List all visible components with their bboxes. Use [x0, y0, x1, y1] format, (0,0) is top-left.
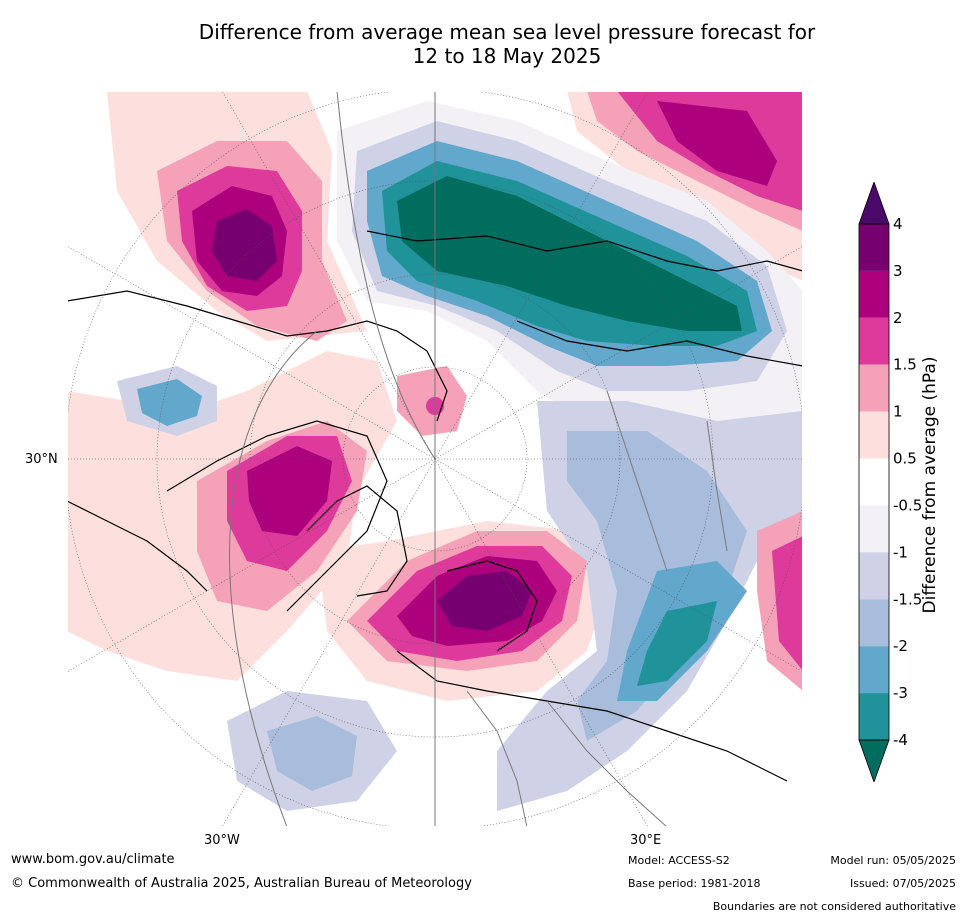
colorbar-band: [859, 270, 889, 318]
model-text: Model: ACCESS-S2: [628, 854, 730, 867]
disclaimer-text: Boundaries are not considered authoritat…: [712, 900, 956, 913]
colorbar-tick-label: -3: [893, 684, 908, 702]
colorbar-band: [859, 646, 889, 694]
colorbar-extend-top: [858, 180, 890, 225]
parallel-30n: [229, 330, 318, 827]
anomaly-region-purple-pacific: [657, 101, 777, 186]
title-line-1: Difference from average mean sea level p…: [198, 20, 816, 44]
colorbar-tick-label: 2: [893, 309, 903, 327]
country-borders: [466, 390, 728, 827]
colorbar-tick-label: 4: [893, 215, 903, 233]
anomaly-region-darkpurple-alaska: [212, 209, 277, 281]
colorbar-band: [859, 458, 889, 506]
map-svg: [67, 91, 803, 827]
website-link[interactable]: www.bom.gov.au/climate: [11, 852, 175, 867]
anomaly-region-midblue-canada: [137, 379, 202, 426]
colorbar-tick-label: -2: [893, 637, 908, 655]
anomaly-region-magenta-se: [772, 536, 803, 671]
colorbar: 4 3 2 1.5 1 0.5 -0.5 -1 -1.5 -2 -3 -4: [855, 180, 955, 784]
colorbar-svg: 4 3 2 1.5 1 0.5 -0.5 -1 -1.5 -2 -3 -4: [858, 180, 922, 784]
lon-label-30e: 30°E: [630, 833, 662, 848]
colorbar-band: [859, 224, 889, 271]
colorbar-tick-label: 1.5: [893, 356, 917, 374]
coastlines: [67, 230, 803, 782]
colorbar-band: [859, 693, 889, 740]
anomaly-region-purple-greenland: [247, 446, 332, 536]
anomaly-region-midblue-atlantic: [267, 716, 357, 791]
copyright-text: © Commonwealth of Australia 2025, Austra…: [11, 876, 472, 891]
colorbar-title: Difference from average (hPa): [920, 356, 940, 614]
colorbar-tick-label: -1.5: [893, 590, 922, 608]
colorbar-band: [859, 411, 889, 459]
colorbar-band: [859, 505, 889, 553]
lat-label-30n: 30°N: [25, 452, 58, 467]
anomaly-region-darkpurple-europe: [437, 571, 532, 631]
issued-text: Issued: 07/05/2025: [849, 877, 956, 890]
colorbar-tick-label: 0.5: [893, 450, 917, 468]
anomaly-region-darkteal-siberia: [397, 176, 742, 331]
anomaly-region-darkteal-mideast: [637, 601, 717, 686]
title-line-2: 12 to 18 May 2025: [412, 44, 602, 68]
colorbar-outline: [858, 223, 890, 741]
chart-title: Difference from average mean sea level p…: [0, 20, 965, 68]
colorbar-band: [859, 364, 889, 412]
colorbar-tick-label: -4: [893, 731, 908, 749]
pressure-anomaly-map: [67, 91, 803, 827]
base-period-text: Base period: 1981-2018: [628, 877, 761, 890]
colorbar-band: [859, 599, 889, 647]
colorbar-band: [859, 317, 889, 365]
colorbar-tick-label: -0.5: [893, 496, 922, 514]
colorbar-tick-label: -1: [893, 543, 908, 561]
colorbar-band: [859, 552, 889, 600]
colorbar-tick-label: 3: [893, 262, 903, 280]
colorbar-tick-label: 1: [893, 403, 903, 421]
model-run-text: Model run: 05/05/2025: [830, 854, 956, 867]
meridian-w: [336, 91, 436, 460]
lon-label-30w: 30°W: [204, 833, 240, 848]
colorbar-extend-bottom: [858, 739, 890, 784]
